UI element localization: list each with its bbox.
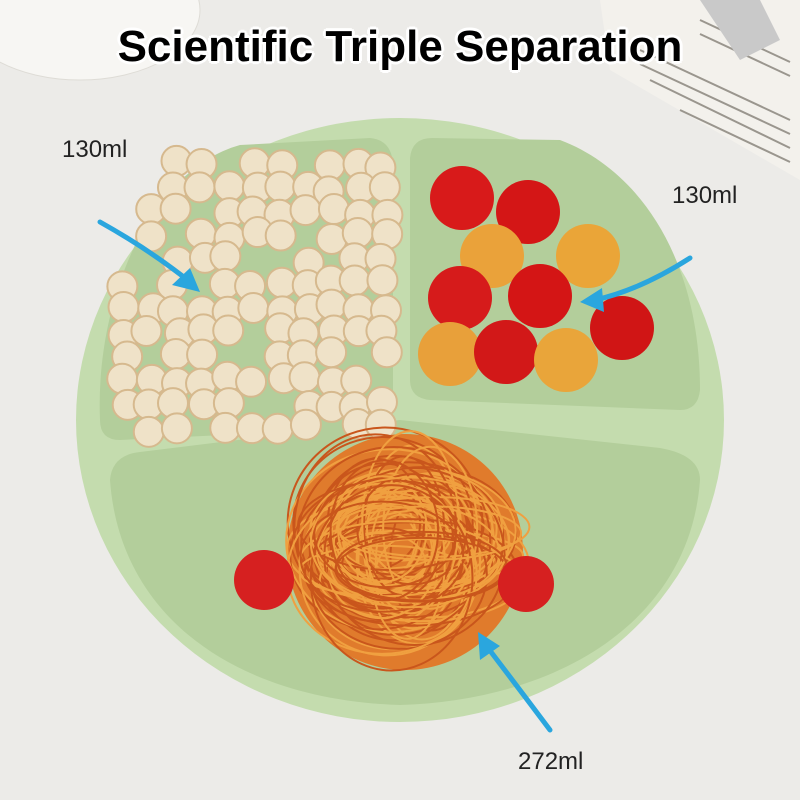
food-item <box>130 314 163 347</box>
food-item <box>289 408 322 441</box>
food-item <box>264 170 297 203</box>
noodle <box>365 472 504 586</box>
food-item <box>428 266 492 330</box>
food-item <box>498 556 554 612</box>
arrow-bottom-head <box>478 632 500 660</box>
arrow-top-right-head <box>580 288 604 312</box>
food-item <box>338 264 371 297</box>
food-item <box>590 296 654 360</box>
noodle <box>339 505 523 561</box>
food-item <box>261 412 294 445</box>
food-item <box>234 550 294 610</box>
headline: Scientific Triple Separation <box>117 22 683 71</box>
noodle <box>361 430 460 615</box>
food-item <box>213 170 246 203</box>
capacity-label-bottom: 272ml <box>518 748 584 775</box>
food-item <box>289 194 322 227</box>
cherry-tomatoes <box>418 166 654 392</box>
food-item <box>209 240 242 273</box>
food-item <box>264 219 297 252</box>
capacity-label-top-left: 130ml <box>62 136 128 163</box>
bowl-corner <box>0 0 201 81</box>
food-item <box>106 362 139 395</box>
fork-icon <box>700 0 780 60</box>
arrow-top-left <box>97 219 193 285</box>
capacity-label-top-right: 130ml <box>672 182 738 209</box>
arrow-top-left-head <box>172 268 200 292</box>
food-item <box>368 171 401 204</box>
food-item <box>496 180 560 244</box>
noodle <box>356 473 469 586</box>
noodle <box>330 526 431 580</box>
food-item <box>132 415 165 448</box>
food-item <box>508 264 572 328</box>
noodle <box>299 500 465 613</box>
food-item <box>430 166 494 230</box>
food-item <box>317 193 350 226</box>
arrow-bottom <box>485 645 553 733</box>
noodle <box>382 445 479 610</box>
food-item <box>237 291 270 324</box>
food-item <box>418 322 482 386</box>
food-item <box>288 361 321 394</box>
cracker-balls <box>106 144 404 448</box>
noodle <box>285 448 495 634</box>
food-item <box>159 192 192 225</box>
food-item <box>107 291 140 324</box>
food-item <box>366 264 399 297</box>
food-item <box>534 328 598 392</box>
noodle <box>309 476 510 609</box>
food-item <box>212 314 245 347</box>
food-item <box>186 338 219 371</box>
food-item <box>183 171 216 204</box>
noodle <box>292 435 474 610</box>
noodle <box>329 459 440 602</box>
arrow-top-right <box>592 255 693 303</box>
food-item <box>556 224 620 288</box>
spaghetti <box>234 426 554 672</box>
food-item <box>160 412 193 445</box>
food-item <box>209 411 242 444</box>
food-item <box>474 320 538 384</box>
food-item <box>370 336 403 369</box>
noodle <box>309 484 474 672</box>
food-item <box>315 336 348 369</box>
food-item <box>235 365 268 398</box>
